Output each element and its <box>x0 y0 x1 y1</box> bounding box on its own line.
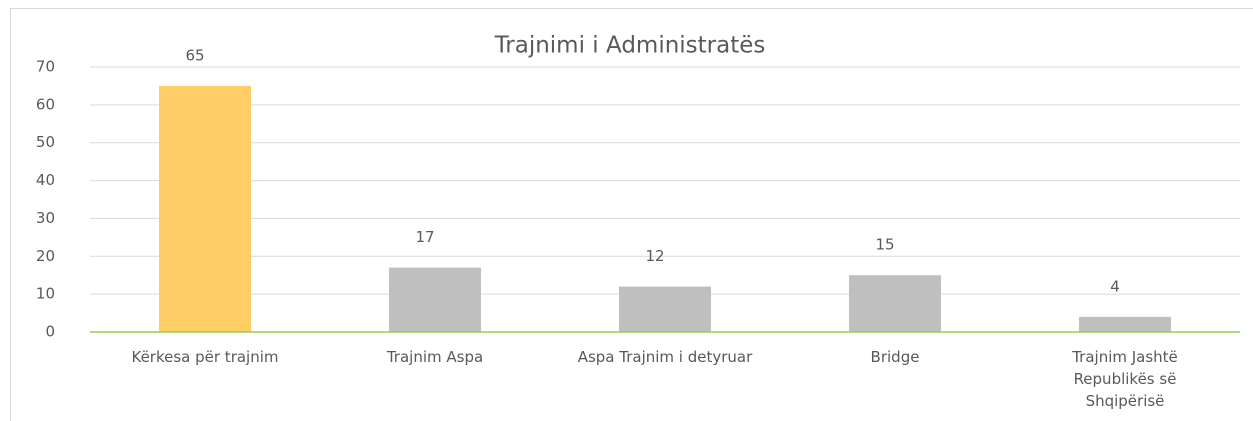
x-tick-label: Trajnim Aspa <box>386 348 484 366</box>
y-tick-label: 70 <box>36 58 55 76</box>
x-tick-label: Bridge <box>870 348 920 366</box>
data-label: 17 <box>415 228 434 246</box>
data-label: 4 <box>1110 277 1120 295</box>
y-tick-label: 40 <box>36 171 55 189</box>
bar <box>159 85 251 332</box>
data-label: 65 <box>185 46 204 64</box>
y-tick-label: 30 <box>36 209 55 227</box>
y-tick-label: 20 <box>36 247 55 265</box>
chart-border <box>10 8 1253 421</box>
data-label: 12 <box>645 247 664 265</box>
chart-title: Trajnimi i Administratës <box>494 33 766 59</box>
y-tick-label: 50 <box>36 133 55 151</box>
data-label: 15 <box>875 236 894 254</box>
x-tick-label: Aspa Trajnim i detyruar <box>577 348 753 366</box>
y-tick-label: 10 <box>36 285 55 303</box>
x-tick-label: Trajnim Jashtë Republikës së Shqipërisë <box>1072 348 1178 410</box>
y-tick-label: 0 <box>45 323 55 341</box>
x-tick-label: Kërkesa për trajnim <box>131 348 279 366</box>
bar <box>1079 316 1171 332</box>
bar <box>389 267 481 332</box>
bar <box>849 275 941 332</box>
y-tick-label: 60 <box>36 95 55 113</box>
bar <box>619 286 711 332</box>
